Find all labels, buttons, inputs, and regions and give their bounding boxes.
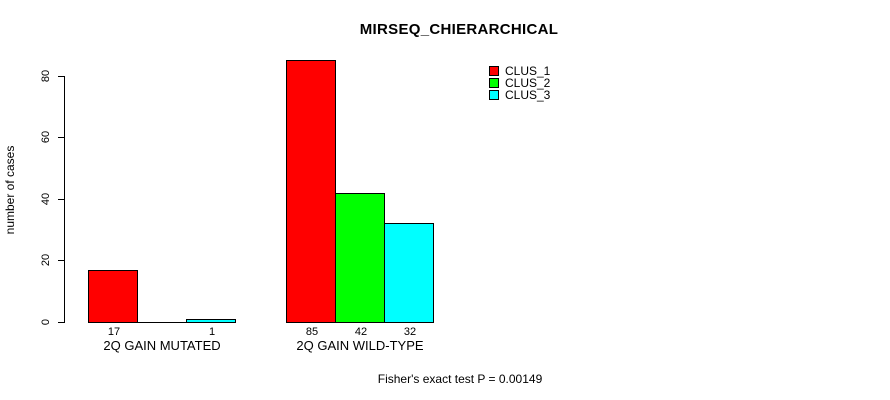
- legend-label: CLUS_2: [505, 76, 551, 90]
- y-axis-tick: [58, 76, 65, 77]
- y-axis-tick: [58, 137, 65, 138]
- legend-swatch-clus_2: [489, 78, 499, 88]
- y-axis-tick: [58, 322, 65, 323]
- bar-clus_1: [286, 60, 336, 323]
- chart-title: MIRSEQ_CHIERARCHICAL: [359, 21, 559, 38]
- bar-value-label: 42: [354, 326, 368, 338]
- y-axis-tick: [58, 199, 65, 200]
- y-axis-tick-label: 0: [40, 318, 52, 326]
- y-axis-tick: [58, 260, 65, 261]
- legend-label: CLUS_1: [505, 64, 551, 78]
- bar-clus_3: [186, 319, 236, 323]
- bar-baseline: [88, 322, 236, 323]
- bar-value-label: 85: [305, 326, 319, 338]
- x-group-label: 2Q GAIN WILD-TYPE: [296, 338, 424, 353]
- legend-swatch-clus_3: [489, 90, 499, 100]
- y-axis-tick-label: 80: [40, 69, 52, 83]
- bar-clus_3: [384, 223, 434, 323]
- x-group-label: 2Q GAIN MUTATED: [103, 338, 221, 353]
- y-axis-tick-label: 20: [40, 253, 52, 267]
- y-axis-title: number of cases: [3, 145, 17, 235]
- legend-label: CLUS_3: [505, 88, 551, 102]
- bar-value-label: 1: [208, 326, 216, 338]
- bar-clus_2: [335, 193, 385, 323]
- fisher-test-note: Fisher's exact test P = 0.00149: [377, 372, 543, 386]
- bar-clus_1: [88, 270, 138, 323]
- bar-value-label: 17: [107, 326, 121, 338]
- legend-swatch-clus_1: [489, 66, 499, 76]
- y-axis-tick-label: 40: [40, 192, 52, 206]
- y-axis-tick-label: 60: [40, 130, 52, 144]
- bar-value-label: 32: [403, 326, 417, 338]
